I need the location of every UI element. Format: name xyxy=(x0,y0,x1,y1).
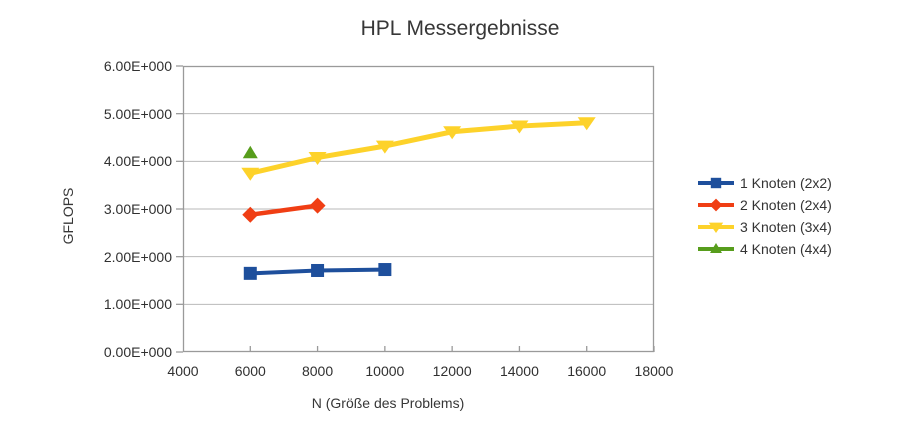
x-tick-label: 18000 xyxy=(634,363,674,379)
chart-title: HPL Messergebnisse xyxy=(360,17,560,40)
legend-item: 3 Knoten (3x4) xyxy=(697,218,832,236)
y-tick-label: 0.00E+000 xyxy=(103,344,172,360)
x-tick-label: 10000 xyxy=(365,363,405,379)
x-tick-label: 6000 xyxy=(234,363,266,379)
legend-triangle-up-icon xyxy=(698,243,734,253)
legend-square-icon xyxy=(698,177,734,189)
y-tick-label: 6.00E+000 xyxy=(103,58,172,74)
gridlines xyxy=(183,113,654,305)
legend: 1 Knoten (2x2) 2 Knoten (2x4) 3 Knoten (3x… xyxy=(697,174,832,258)
y-tick-label: 4.00E+000 xyxy=(103,153,172,170)
legend-diamond-icon xyxy=(698,198,734,212)
legend-item: 2 Knoten (2x4) xyxy=(697,196,832,214)
y-tick-label: 3.00E+000 xyxy=(103,201,172,217)
y-tick-label: 2.00E+000 xyxy=(103,248,172,265)
legend-item-label: 2 Knoten (2x4) xyxy=(740,197,832,213)
tick-marks xyxy=(176,65,655,353)
series-4-line xyxy=(242,145,258,159)
legend-item-label: 4 Knoten (4x4) xyxy=(740,241,832,257)
x-axis-title: N (Größe des Problems) xyxy=(311,395,465,411)
x-tick-label: 16000 xyxy=(567,363,607,379)
plot-border xyxy=(182,65,655,353)
x-tick-label: 12000 xyxy=(432,363,472,379)
legend-item: 1 Knoten (2x2) xyxy=(697,174,832,192)
x-tick-label: 14000 xyxy=(499,363,539,379)
x-tick-label: 4000 xyxy=(167,363,199,379)
legend-triangle-down-icon xyxy=(698,222,734,233)
legend-item: 4 Knoten (4x4) xyxy=(697,240,832,258)
y-tick-label: 5.00E+000 xyxy=(103,105,172,122)
series-1-line xyxy=(243,263,392,280)
series-2-line xyxy=(242,197,326,223)
x-tick-label: 8000 xyxy=(301,363,334,379)
legend-item-label: 1 Knoten (2x2) xyxy=(740,175,832,191)
y-tick-label: 1.00E+000 xyxy=(103,296,172,313)
legend-item-label: 3 Knoten (3x4) xyxy=(740,219,832,235)
series-3-line xyxy=(241,117,596,181)
